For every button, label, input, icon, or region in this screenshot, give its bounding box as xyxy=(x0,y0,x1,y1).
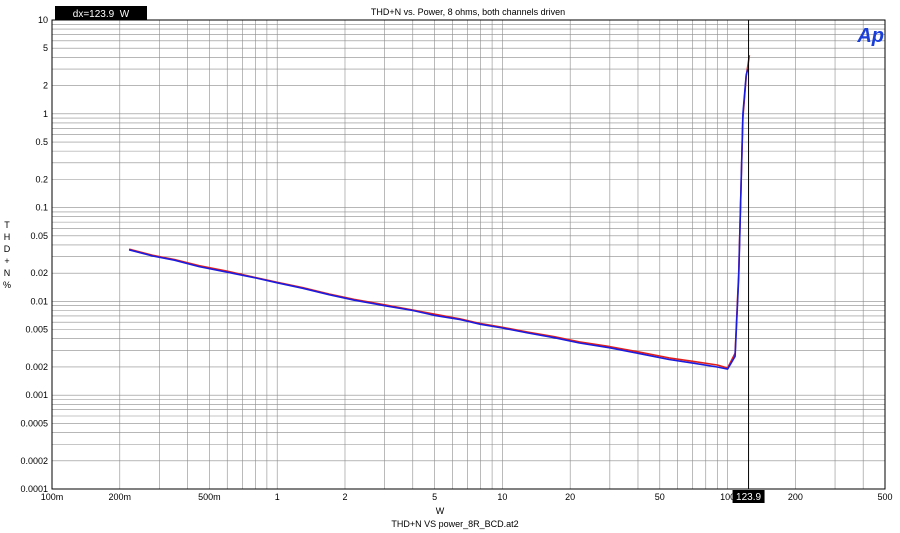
x-tick-label: 200 xyxy=(788,492,803,502)
y-tick-label: 5 xyxy=(43,43,48,53)
y-tick-label: 0.01 xyxy=(30,296,48,306)
x-tick-label: 2 xyxy=(342,492,347,502)
grid xyxy=(51,19,886,490)
y-tick-label: 0.002 xyxy=(25,362,48,372)
x-tick-label: 200m xyxy=(109,492,132,502)
y-axis-label-letter: T xyxy=(4,220,10,230)
x-tick-label: 100m xyxy=(41,492,64,502)
y-axis-label-letter: N xyxy=(4,268,11,278)
y-axis-label-letter: % xyxy=(3,280,11,290)
footer-filename: THD+N VS power_8R_BCD.at2 xyxy=(391,519,518,529)
x-tick-label: 1 xyxy=(275,492,280,502)
series-lines xyxy=(128,55,751,370)
y-axis-label: THD + N% xyxy=(3,220,11,290)
y-tick-label: 0.5 xyxy=(35,137,48,147)
y-tick-label: 0.02 xyxy=(30,268,48,278)
x-tick-label: 500m xyxy=(198,492,221,502)
y-tick-label: 1 xyxy=(43,109,48,119)
y-tick-label: 0.0002 xyxy=(20,456,48,466)
y-axis-label-letter: H xyxy=(4,232,11,242)
y-tick-labels: 10 5 2 1 0.5 0.2 0.1 0.05 0.02 0.01 0.005 0.002 0.00… xyxy=(20,15,48,494)
cursor-value-label: 123.9 xyxy=(736,492,761,503)
x-tick-label: 50 xyxy=(655,492,665,502)
x-tick-label: 20 xyxy=(565,492,575,502)
ap-logo: Ap xyxy=(856,25,884,47)
y-axis-label-letter: D xyxy=(4,244,11,254)
y-tick-label: 0.2 xyxy=(35,174,48,184)
plot-frame xyxy=(51,19,886,490)
y-axis-label-letter: + xyxy=(4,256,9,266)
cursor-readout-box[interactable] xyxy=(55,6,147,20)
x-tick-label: 10 xyxy=(497,492,507,502)
x-tick-label: 5 xyxy=(432,492,437,502)
x-tick-label: 100 xyxy=(720,492,735,502)
y-tick-label: 0.001 xyxy=(25,390,48,400)
y-tick-label: 0.005 xyxy=(25,325,48,335)
cursor-readout: dx=123.9 W xyxy=(73,9,130,20)
x-axis-label: W xyxy=(436,506,445,516)
x-tick-label: 500 xyxy=(877,492,892,502)
y-tick-label: 2 xyxy=(43,81,48,91)
y-tick-label: 10 xyxy=(38,15,48,25)
y-tick-label: 0.0001 xyxy=(20,484,48,494)
chart-title: THD+N vs. Power, 8 ohms, both channels d… xyxy=(371,7,565,17)
cursor-value-box[interactable] xyxy=(732,490,765,503)
y-tick-label: 0.0005 xyxy=(20,418,48,428)
series-line-2 xyxy=(128,68,749,370)
y-tick-label: 0.05 xyxy=(30,231,48,241)
y-tick-label: 0.1 xyxy=(35,203,48,213)
x-tick-labels: 100m 200m 500m 1 2 5 10 20 50 100 200 500 xyxy=(41,492,893,502)
